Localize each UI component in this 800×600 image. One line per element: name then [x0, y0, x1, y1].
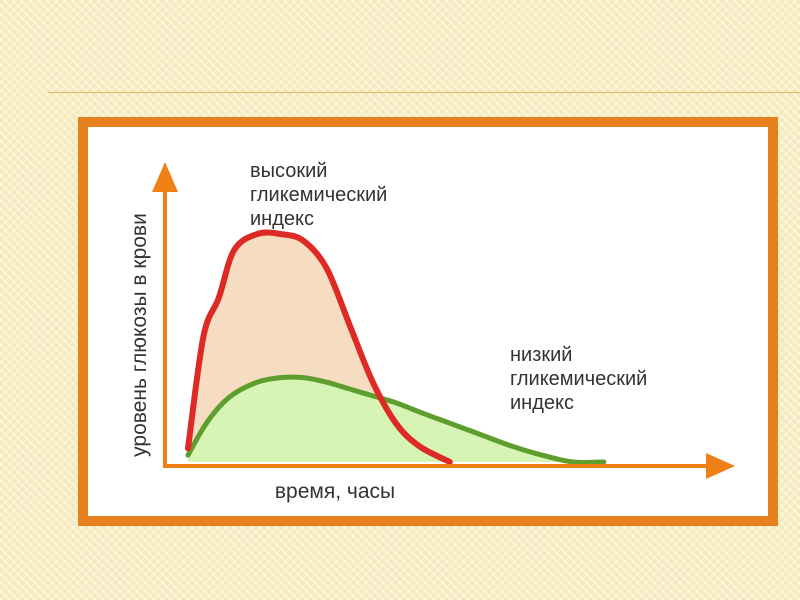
high-gi-label-line-1: высокий	[250, 160, 327, 182]
low-gi-label-line-1: низкий	[510, 344, 572, 366]
low-gi-label-line-3: индекс	[510, 392, 574, 414]
slide-divider-line	[48, 92, 800, 93]
low-gi-curve	[185, 374, 607, 465]
low-gi-label-line-2: гликемический	[510, 368, 647, 390]
y-axis-label: уровень глюкозы в крови	[128, 213, 151, 457]
x-axis-arrow	[706, 453, 735, 479]
high-gi-label-line-2: гликемический	[250, 184, 387, 206]
x-axis-label: время, часы	[275, 480, 395, 503]
y-axis-arrow	[152, 162, 178, 192]
high-gi-curve	[185, 229, 453, 465]
high-gi-label-line-3: индекс	[250, 208, 314, 230]
